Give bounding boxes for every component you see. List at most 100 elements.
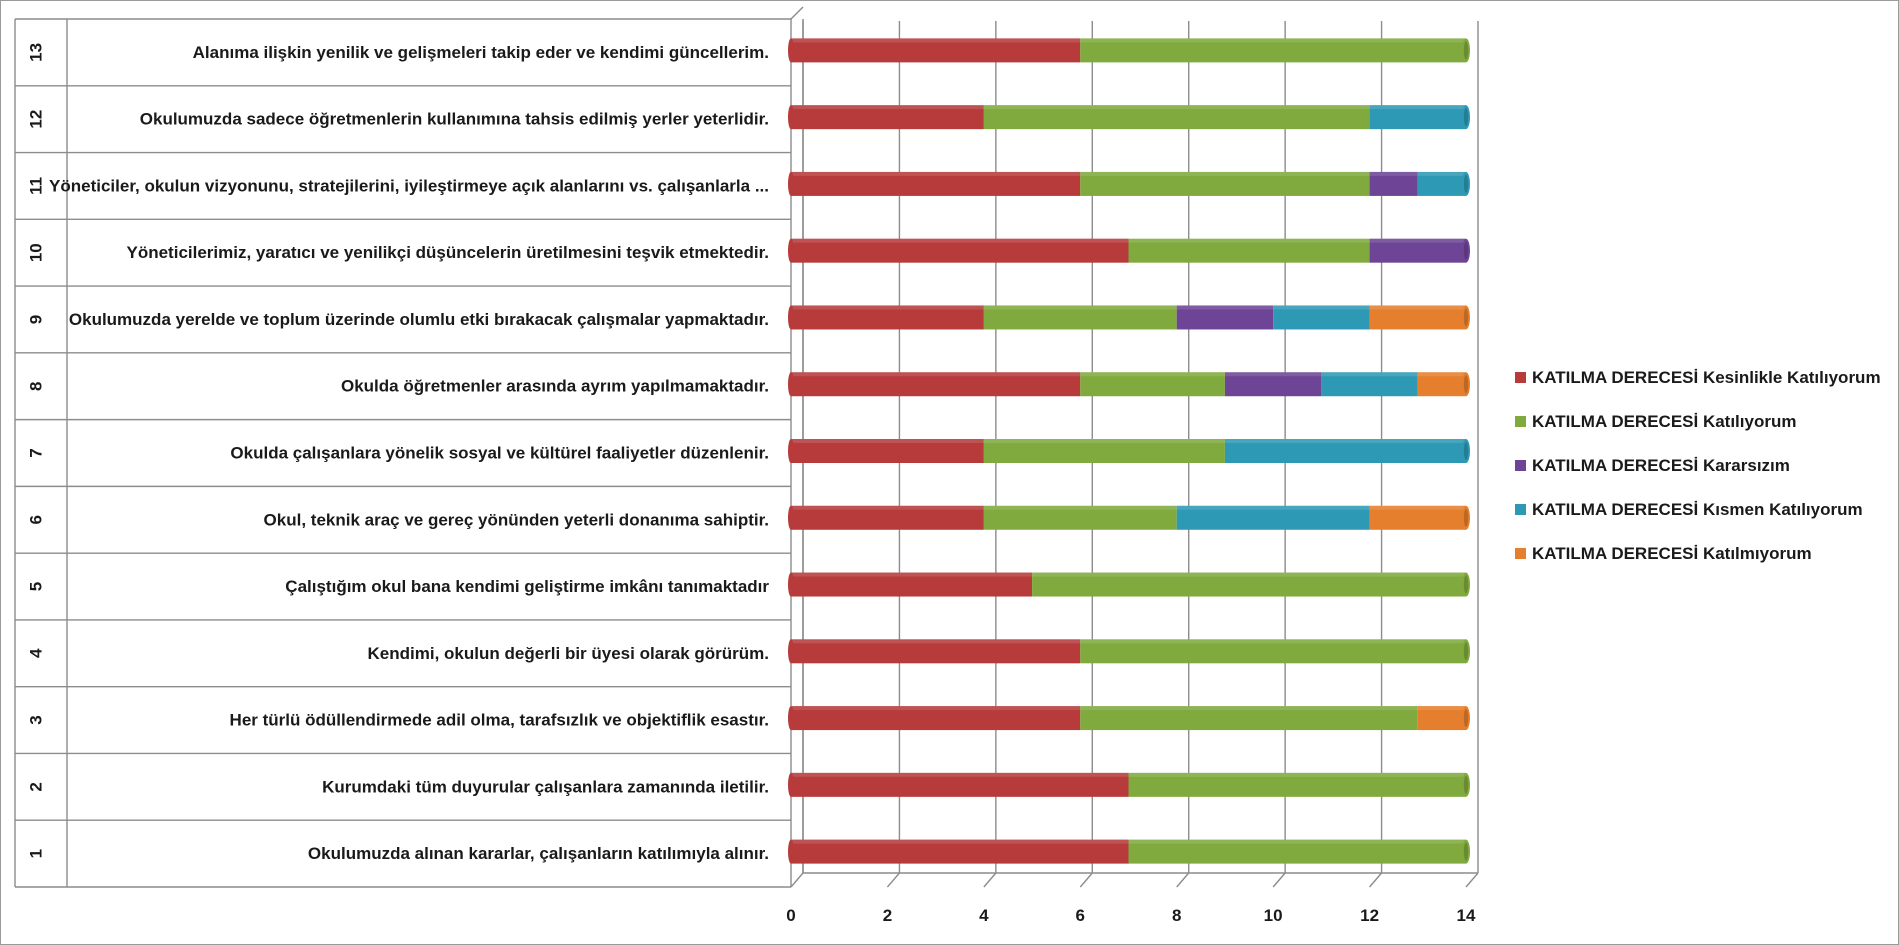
legend-swatch: [1515, 372, 1526, 383]
bar-start-cap: [788, 305, 794, 330]
bar-start-cap: [788, 439, 794, 463]
gridline-floor: [886, 872, 900, 888]
bar-end-cap: [1462, 639, 1470, 664]
category-number-label: 11: [26, 177, 45, 195]
bar-segment: [791, 171, 1081, 196]
bar-segment-highlight: [791, 305, 984, 310]
category-label: Çalıştığım okul bana kendimi geliştirme …: [285, 577, 769, 596]
legend-label: KATILMA DERECESİ Kısmen Katılıyorum: [1532, 500, 1863, 519]
bar-segment-highlight: [791, 171, 1081, 176]
legend-label: KATILMA DERECESİ Katılıyorum: [1532, 412, 1796, 431]
bar-segment-highlight: [791, 105, 984, 110]
bar-end-cap-shade: [1463, 41, 1469, 60]
x-tick-label: 12: [1360, 906, 1379, 925]
bar-end-cap: [1462, 505, 1470, 530]
bar-end-cap: [1462, 439, 1470, 463]
bar-segment-highlight: [1080, 372, 1225, 377]
category-number-label: 9: [26, 315, 45, 324]
bar-segment-highlight: [1128, 772, 1466, 777]
bar-segment-highlight: [791, 572, 1033, 577]
bar-end-cap: [1462, 839, 1470, 864]
bar-segment: [1273, 305, 1370, 330]
bar-end-cap-shade: [1463, 709, 1469, 728]
gridline-floor: [1176, 872, 1190, 888]
gridline-floor: [1465, 872, 1479, 888]
bar-segment: [791, 505, 984, 530]
gridline-floor: [1272, 872, 1286, 888]
bar-segment: [1080, 639, 1466, 664]
bar-start-cap: [788, 772, 794, 797]
bar-segment-highlight: [1417, 706, 1466, 711]
bar-start-cap: [788, 171, 794, 196]
bar-start-cap: [788, 38, 794, 63]
gridline-floor: [790, 872, 804, 888]
bar-end-cap-shade: [1463, 442, 1469, 460]
bar-segment: [983, 305, 1177, 330]
category-label: Her türlü ödüllendirmede adil olma, tara…: [230, 711, 769, 730]
bar-end-cap: [1462, 372, 1470, 397]
bar-segment-highlight: [1176, 305, 1274, 310]
category-label: Kurumdaki tüm duyurular çalışanlara zama…: [322, 777, 769, 796]
bar-segment: [1080, 372, 1225, 397]
bar-segment: [983, 439, 1225, 463]
bar-segment-highlight: [1032, 572, 1466, 577]
category-label: Okulda çalışanlara yönelik sosyal ve kül…: [230, 443, 769, 462]
bar-segment-highlight: [983, 105, 1370, 110]
bar-segment: [1080, 171, 1370, 196]
bar-segment-highlight: [1369, 105, 1466, 110]
bar-end-cap: [1462, 706, 1470, 731]
bar-end-cap-shade: [1463, 775, 1469, 794]
bar-segment-highlight: [791, 238, 1129, 243]
bar-segment-highlight: [1080, 38, 1466, 43]
x-tick-label: 2: [883, 906, 892, 925]
bar-segment-highlight: [1417, 171, 1466, 176]
legend: KATILMA DERECESİ Kesinlikle Katılıyorum K…: [1515, 368, 1881, 563]
category-number-label: 5: [26, 582, 45, 591]
bar-start-cap: [788, 839, 794, 864]
gridline-floor: [1369, 872, 1383, 888]
bar-segment: [1080, 38, 1466, 63]
bar-segment: [1369, 105, 1466, 130]
bar-segment: [1032, 572, 1466, 597]
category-number-label: 3: [26, 715, 45, 724]
bar-segment: [1224, 439, 1466, 463]
category-label: Okulumuzda yerelde ve toplum üzerinde ol…: [69, 310, 769, 329]
x-axis: 0 2 4 6 8 10 12 14: [786, 906, 1476, 925]
legend-label: KATILMA DERECESİ Katılmıyorum: [1532, 544, 1812, 563]
bar-segment: [1176, 505, 1370, 530]
bar-segment: [791, 238, 1129, 263]
category-number-label: 2: [26, 782, 45, 791]
bar-segment-highlight: [1369, 505, 1466, 510]
bar-end-cap: [1462, 171, 1470, 196]
category-number-label: 8: [26, 381, 45, 390]
bar-start-cap: [788, 706, 794, 731]
x-tick-label: 14: [1457, 906, 1476, 925]
bar-segment: [1176, 305, 1274, 330]
category-label: Yöneticilerimiz, yaratıcı ve yenilikçi d…: [127, 243, 770, 262]
legend-swatch: [1515, 504, 1526, 515]
category-number-label: 13: [26, 43, 45, 62]
category-number-label: 10: [26, 243, 45, 262]
bar-segment-highlight: [983, 305, 1177, 310]
bar-segment: [1128, 238, 1370, 263]
bar-segment-highlight: [1128, 839, 1466, 844]
bar-end-cap: [1462, 572, 1470, 597]
bar-start-cap: [788, 372, 794, 397]
bar-end-cap-shade: [1463, 241, 1469, 260]
bar-end-cap-shade: [1463, 842, 1469, 861]
legend-label: KATILMA DERECESİ Kararsızım: [1532, 456, 1790, 475]
category-table: 1 Okulumuzda alınan kararlar, çalışanları…: [14, 18, 792, 888]
bar-end-cap-shade: [1463, 575, 1469, 594]
bar-start-cap: [788, 105, 794, 130]
bar-segment-highlight: [1224, 372, 1322, 377]
x-tick-label: 10: [1264, 906, 1283, 925]
bar-end-cap-shade: [1463, 108, 1469, 127]
category-number-label: 4: [26, 648, 45, 658]
bar-segment-highlight: [1273, 305, 1370, 310]
bar-segment: [1369, 171, 1418, 196]
bar-segment-highlight: [1369, 238, 1466, 243]
category-number-label: 12: [26, 110, 45, 129]
bar-segment: [791, 839, 1129, 864]
bar-segment-highlight: [791, 372, 1081, 377]
